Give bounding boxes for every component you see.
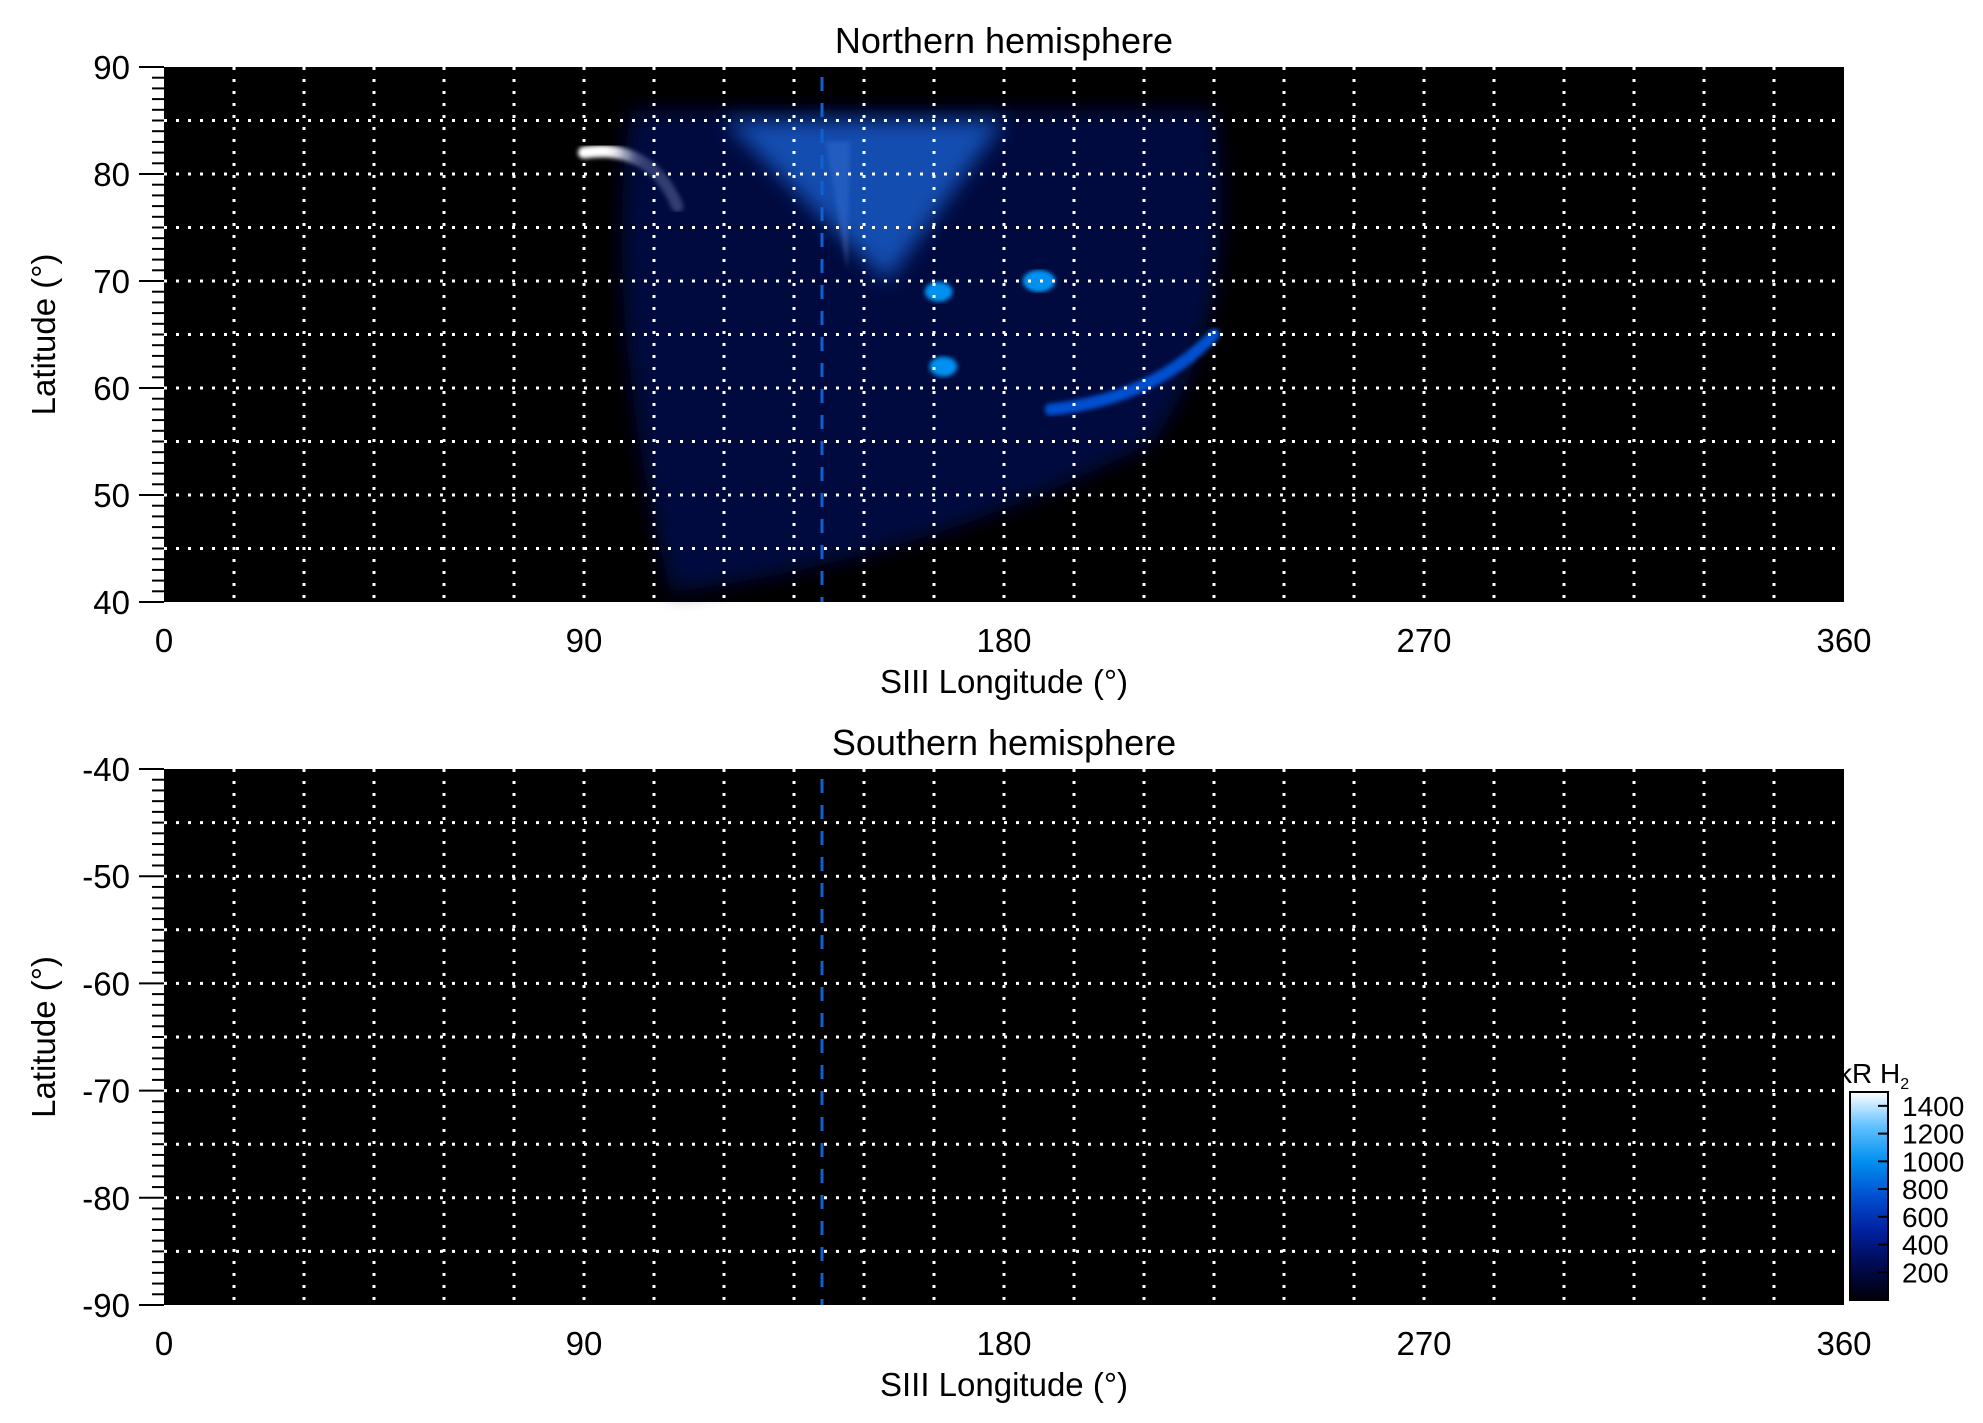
emission-fan bbox=[621, 109, 1222, 593]
panel-northern: Northern hemisphere 40 50 60 70 80 90 0 90 180 270… bbox=[25, 20, 1872, 700]
colorbar-label: kR H2 bbox=[1838, 1058, 1909, 1093]
x-tick-label: 270 bbox=[1396, 622, 1451, 659]
y-axis-label: Latitude (°) bbox=[25, 956, 62, 1118]
x-tick-label: 360 bbox=[1816, 622, 1871, 659]
emission-arc bbox=[1044, 328, 1220, 416]
x-tick-label: 360 bbox=[1816, 1325, 1871, 1362]
y-tick-label: -60 bbox=[82, 965, 130, 1002]
colorbar-tick-label: 600 bbox=[1902, 1202, 1949, 1233]
x-tick-label: 90 bbox=[566, 1325, 603, 1362]
colorbar-tick-label: 1200 bbox=[1902, 1119, 1964, 1150]
y-tick-label: -80 bbox=[82, 1180, 130, 1217]
colorbar-tick-label: 200 bbox=[1902, 1257, 1949, 1288]
y-tick-label: 40 bbox=[93, 584, 130, 621]
x-tick-label: 90 bbox=[566, 622, 603, 659]
colorbar-tick-label: 400 bbox=[1902, 1230, 1949, 1261]
grid bbox=[164, 67, 1844, 602]
y-tick-label: 80 bbox=[93, 156, 130, 193]
emission-layer bbox=[578, 109, 1222, 593]
emission-spot bbox=[929, 356, 958, 377]
x-tick-label: 180 bbox=[976, 622, 1031, 659]
y-tick-label: 70 bbox=[93, 263, 130, 300]
x-tick-label: 180 bbox=[976, 1325, 1031, 1362]
colorbar-tick-label: 800 bbox=[1902, 1174, 1949, 1205]
y-tick-label: -50 bbox=[82, 858, 130, 895]
y-tick-label: -40 bbox=[82, 751, 130, 788]
y-tick-label: 60 bbox=[93, 370, 130, 407]
y-tick-label: 50 bbox=[93, 477, 130, 514]
y-tick-label: -90 bbox=[82, 1287, 130, 1324]
x-tick-label: 270 bbox=[1396, 1325, 1451, 1362]
panel-southern: Southern hemisphere -40 -50 -60 -70 -80 -90 0 90… bbox=[25, 722, 1872, 1403]
y-axis bbox=[139, 768, 164, 1306]
grid bbox=[164, 769, 1844, 1305]
colorbar-gradient bbox=[1849, 1091, 1889, 1301]
x-axis-label: SIII Longitude (°) bbox=[880, 663, 1128, 700]
panel-title: Northern hemisphere bbox=[835, 20, 1173, 61]
y-axis-label: Latitude (°) bbox=[25, 254, 62, 416]
colorbar-tick-label: 1000 bbox=[1902, 1146, 1964, 1177]
y-axis bbox=[139, 66, 164, 603]
y-tick-label: 90 bbox=[93, 49, 130, 86]
x-tick-label: 0 bbox=[155, 1325, 173, 1362]
y-tick-label: -70 bbox=[82, 1073, 130, 1110]
panel-title: Southern hemisphere bbox=[832, 722, 1176, 763]
x-axis-label: SIII Longitude (°) bbox=[880, 1366, 1128, 1403]
colorbar-tick-label: 1400 bbox=[1902, 1091, 1964, 1122]
x-tick-label: 0 bbox=[155, 622, 173, 659]
emission-spot bbox=[924, 281, 953, 302]
